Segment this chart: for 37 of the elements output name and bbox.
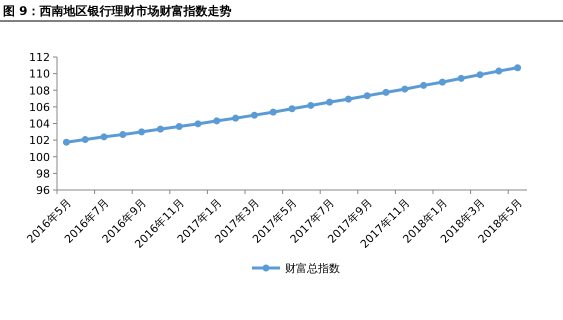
y-tick-label: 100 xyxy=(29,150,50,164)
point xyxy=(401,86,408,93)
point xyxy=(82,136,89,144)
y-tick-label: 108 xyxy=(29,84,50,98)
point xyxy=(438,78,446,86)
y-tick-label: 110 xyxy=(29,68,50,81)
point xyxy=(307,102,314,109)
y-tick-label: 96 xyxy=(36,184,50,197)
point xyxy=(213,117,220,124)
point xyxy=(458,74,465,82)
y-tick-label: 104 xyxy=(29,118,50,130)
point xyxy=(62,138,70,146)
point xyxy=(119,131,126,138)
point xyxy=(420,82,428,89)
point xyxy=(270,108,277,116)
point xyxy=(138,128,146,136)
point xyxy=(514,64,522,72)
point xyxy=(344,96,352,103)
legend-label: 财富总指数 xyxy=(285,262,340,275)
point xyxy=(176,122,183,130)
point xyxy=(364,92,371,100)
point xyxy=(326,98,334,106)
y-tick-label: 102 xyxy=(29,134,50,148)
y-tick-label: 98 xyxy=(36,167,50,180)
point xyxy=(100,133,108,140)
point xyxy=(476,71,484,78)
y-tick-label: 112 xyxy=(29,51,50,64)
point xyxy=(156,126,164,133)
point xyxy=(232,114,240,122)
point xyxy=(495,68,502,75)
point xyxy=(382,88,390,96)
legend: 财富总指数 xyxy=(252,262,340,275)
point xyxy=(194,120,202,128)
point xyxy=(288,105,296,112)
y-tick-label: 106 xyxy=(29,100,50,114)
chart-title: 图 9：西南地区银行理财市场财富指数走势 xyxy=(3,4,232,18)
point xyxy=(250,112,258,119)
